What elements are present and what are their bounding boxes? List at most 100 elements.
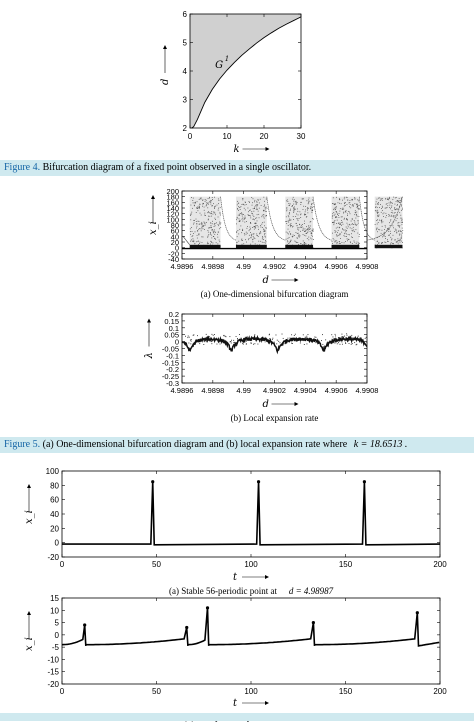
fig5a-point <box>397 201 399 203</box>
fig5a-point <box>297 242 299 243</box>
fig5a-point <box>332 203 334 204</box>
fig5a-point <box>390 219 392 221</box>
figure4-caption-label: Figure 4. <box>4 162 41 173</box>
fig5a-point <box>389 225 391 227</box>
fig5a-point <box>293 218 294 220</box>
fig5a-point <box>237 214 239 216</box>
fig5a-point <box>250 236 252 238</box>
fig5a-point <box>211 237 213 239</box>
fig5a-point <box>202 225 204 227</box>
fig5a-ytick-label: 80 <box>171 221 179 230</box>
fig5a-point <box>390 243 391 245</box>
fig5a-point <box>303 229 305 231</box>
fig5a-point <box>387 241 389 242</box>
fig5a-xtick-label: 4.99 <box>236 262 251 271</box>
fig5b-point <box>355 337 357 339</box>
fig5a-point <box>397 208 399 210</box>
fig5a-point <box>306 215 308 217</box>
fig5a-point <box>346 233 347 235</box>
fig5a-ytick-label: 60 <box>171 227 179 236</box>
fig5a-point <box>339 233 341 234</box>
fig5a-point <box>196 234 198 236</box>
fig5b-point <box>190 343 192 345</box>
fig5a-point <box>295 200 297 202</box>
fig5a-point <box>331 217 333 219</box>
fig5a-point <box>392 242 393 244</box>
fig5a-point <box>242 198 244 199</box>
fig5a-point <box>213 203 214 205</box>
fig5a-point <box>257 208 258 210</box>
fig5a-point <box>313 239 314 240</box>
fig5a-point <box>339 223 340 225</box>
fig5a-point <box>214 217 216 219</box>
fig5a-point <box>208 211 209 213</box>
fig5a-ytick-label: 100 <box>166 215 179 224</box>
fig5a-point <box>248 234 250 236</box>
fig5a-point <box>355 243 357 244</box>
fig5a-ytick-label: 140 <box>166 204 179 213</box>
fig6a-time-series <box>62 481 441 546</box>
fig5a-point <box>356 213 358 215</box>
fig5a-point <box>381 205 383 207</box>
fig5a-point <box>298 244 299 245</box>
fig5a-point <box>217 236 219 238</box>
fig5a-point <box>300 201 302 203</box>
fig5a-point <box>263 229 265 231</box>
fig5a-point <box>255 227 257 229</box>
fig5b-caption: (b) Local expansion rate <box>231 413 319 423</box>
fig5a-point <box>387 205 389 207</box>
fig5a-point <box>252 208 254 210</box>
fig5a-point <box>248 211 250 213</box>
fig5a-point <box>398 198 400 199</box>
fig5a-point <box>240 206 242 208</box>
fig5a-point <box>217 198 219 200</box>
fig5a-point <box>248 238 250 239</box>
fig5a-point <box>296 242 298 244</box>
fig5a-point <box>303 243 305 245</box>
fig5a-point <box>341 224 343 226</box>
fig5a-point <box>287 215 289 217</box>
fig5a-point <box>336 219 338 221</box>
fig5a-point <box>344 203 345 205</box>
fig5a-point <box>296 213 297 215</box>
fig5a-point <box>397 224 399 226</box>
fig5a-xarrow-head <box>294 278 299 282</box>
fig6a-xtick-label: 0 <box>60 560 65 569</box>
fig5a-point <box>295 222 297 224</box>
fig5a-point <box>306 232 308 234</box>
fig5a-point <box>354 198 356 200</box>
fig5a-point <box>307 229 308 230</box>
fig5a-point <box>401 204 403 206</box>
fig5a-point <box>258 202 260 204</box>
fig5a-point <box>261 238 263 240</box>
fig5a-point <box>244 218 246 219</box>
fig5a-ytick-label: -40 <box>168 255 179 264</box>
fig6b-spike-point <box>311 620 315 625</box>
fig5a-point <box>300 243 302 245</box>
fig5a-point <box>298 217 300 219</box>
fig5a-point <box>198 244 199 245</box>
fig5a-point <box>255 222 257 224</box>
fig5b-point <box>273 341 275 343</box>
fig5a-point <box>296 208 298 210</box>
fig5a-point <box>263 242 265 243</box>
fig5a-point <box>297 237 299 239</box>
fig5b-point <box>218 338 220 340</box>
fig5b-point <box>242 339 244 341</box>
fig5a-point <box>211 200 213 202</box>
fig5a-point <box>259 233 260 235</box>
fig5a-point <box>211 205 213 206</box>
fig5a-point <box>296 202 298 204</box>
fig5a-point <box>237 202 239 204</box>
fig5a-point <box>302 227 304 229</box>
fig5a-point <box>200 214 202 216</box>
fig5a-point <box>312 228 314 230</box>
fig5b-point <box>272 337 274 339</box>
fig5a-point <box>289 240 291 242</box>
fig5b-point <box>271 339 273 341</box>
fig5b-point <box>219 343 221 345</box>
fig5a-point <box>198 223 200 225</box>
fig5a-point <box>202 228 204 230</box>
fig5b-point <box>204 341 206 343</box>
fig5b-point <box>338 342 339 344</box>
